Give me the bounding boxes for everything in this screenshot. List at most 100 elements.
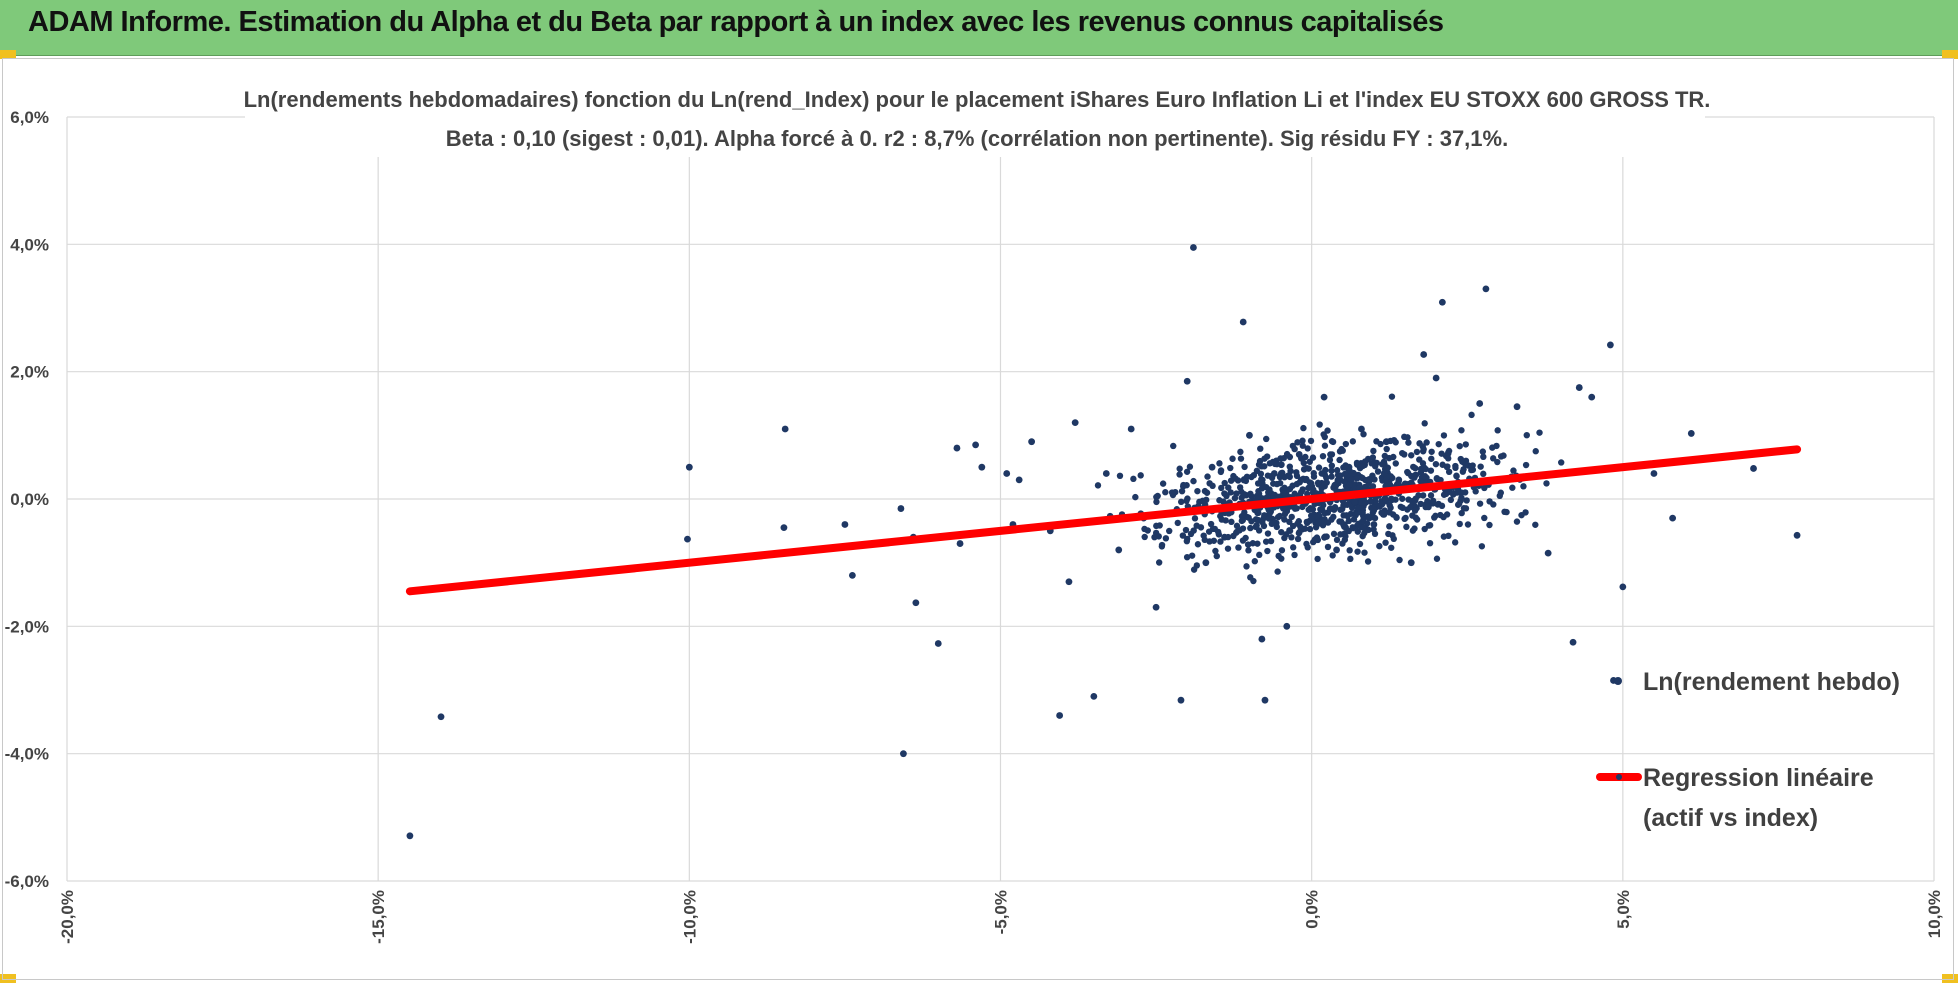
scatter-point — [1311, 536, 1319, 543]
scatter-point — [1261, 696, 1269, 704]
scatter-point — [1329, 438, 1337, 446]
scatter-point — [1265, 515, 1273, 522]
scatter-point — [1141, 533, 1148, 541]
scatter-point — [1286, 527, 1294, 535]
scatter-point — [1341, 470, 1349, 478]
scatter-point — [1462, 441, 1469, 448]
scatter-point — [1458, 427, 1465, 434]
scatter-point — [1359, 462, 1366, 470]
scatter-point — [1305, 506, 1312, 513]
scatter-point — [1410, 463, 1417, 471]
scatter-point — [1276, 512, 1283, 520]
scatter-point — [1486, 521, 1493, 529]
x-tick-label: -20,0% — [58, 890, 77, 944]
scatter-point — [1357, 474, 1365, 481]
scatter-point — [1588, 393, 1596, 401]
scatter-point — [1237, 448, 1244, 456]
scatter-point — [1217, 512, 1224, 520]
scatter-point — [1413, 516, 1421, 523]
scatter-point — [1371, 530, 1379, 538]
scatter-point — [1462, 461, 1469, 468]
scatter-point — [1152, 603, 1160, 611]
scatter-point — [1424, 498, 1431, 505]
scatter-point — [1522, 461, 1530, 469]
scatter-point — [1212, 547, 1219, 555]
scatter-point — [1407, 559, 1415, 567]
scatter-point — [1435, 440, 1442, 448]
scatter-point — [1408, 452, 1415, 459]
scatter-point — [1361, 549, 1368, 556]
scatter-point — [1295, 518, 1303, 525]
scatter-point — [1750, 465, 1757, 472]
scatter-point — [1486, 498, 1493, 505]
regression-line — [405, 445, 1802, 596]
scatter-point — [1494, 458, 1501, 466]
scatter-point — [1377, 440, 1384, 448]
scatter-point — [1445, 455, 1452, 462]
scatter-point — [1360, 430, 1367, 438]
scatter-point — [1558, 459, 1565, 466]
scatter-point — [1262, 538, 1270, 545]
scatter-point — [1346, 547, 1353, 554]
chart-frame — [2, 58, 1954, 980]
report-header: ADAM Informe. Estimation du Alpha et du … — [0, 0, 1958, 56]
scatter-point — [1280, 454, 1288, 462]
scatter-point — [1190, 477, 1197, 485]
scatter-point — [1432, 374, 1440, 382]
y-tick-label: 0,0% — [10, 490, 49, 509]
scatter-point — [1323, 533, 1330, 540]
scatter-point — [1476, 500, 1484, 507]
scatter-point — [1370, 447, 1377, 455]
scatter-point — [978, 463, 986, 471]
scatter-point — [1237, 455, 1245, 462]
scatter-point — [1194, 541, 1202, 548]
scatter-point — [1291, 551, 1298, 559]
scatter-point — [1141, 525, 1148, 533]
chart-subtitle: Beta : 0,10 (sigest : 0,01). Alpha forcé… — [446, 126, 1508, 151]
scatter-point — [1313, 513, 1320, 521]
scatter-point — [1341, 478, 1348, 485]
scatter-point — [1235, 544, 1242, 551]
scatter-point — [1432, 460, 1440, 468]
scatter-point — [1324, 519, 1332, 526]
scatter-point — [1386, 509, 1393, 516]
scatter-point — [1278, 528, 1285, 536]
scatter-point — [1304, 445, 1311, 452]
scatter-point — [1328, 451, 1336, 458]
title-background — [245, 85, 1705, 157]
scatter-point — [1522, 509, 1529, 516]
scatter-point — [956, 540, 964, 547]
scatter-point — [1179, 532, 1187, 539]
scatter-point — [1455, 500, 1463, 507]
scatter-point — [1286, 473, 1294, 481]
scatter-point — [1183, 468, 1191, 475]
scatter-point — [1348, 476, 1355, 483]
regression-line-group — [405, 445, 1802, 596]
scatter-point — [1245, 514, 1252, 521]
scatter-point — [1468, 466, 1475, 474]
scatter-point — [1428, 455, 1435, 462]
scatter-point — [1438, 450, 1445, 457]
scatter-point — [1432, 512, 1439, 520]
x-tick-label: -10,0% — [680, 890, 699, 944]
scatter-point — [1395, 478, 1402, 485]
scatter-point — [406, 832, 414, 840]
scatter-point — [1288, 534, 1295, 541]
scatter-point — [1532, 521, 1539, 528]
scatter-point — [1360, 524, 1367, 531]
scatter-point — [1386, 502, 1393, 509]
scatter-point — [1281, 516, 1288, 523]
scatter-point — [1428, 448, 1435, 455]
scatter-point — [1307, 480, 1315, 487]
scatter-point — [1159, 480, 1167, 487]
y-tick-label: 4,0% — [10, 235, 49, 254]
scatter-point — [1251, 558, 1259, 565]
scatter-point — [1307, 437, 1315, 445]
scatter-point — [1328, 473, 1335, 480]
scatter-point — [1268, 472, 1276, 480]
scatter-point — [1227, 464, 1234, 472]
scatter-point — [1458, 494, 1465, 501]
scatter-point — [684, 535, 691, 543]
scatter-point — [1401, 451, 1408, 458]
scatter-point — [1190, 244, 1197, 251]
